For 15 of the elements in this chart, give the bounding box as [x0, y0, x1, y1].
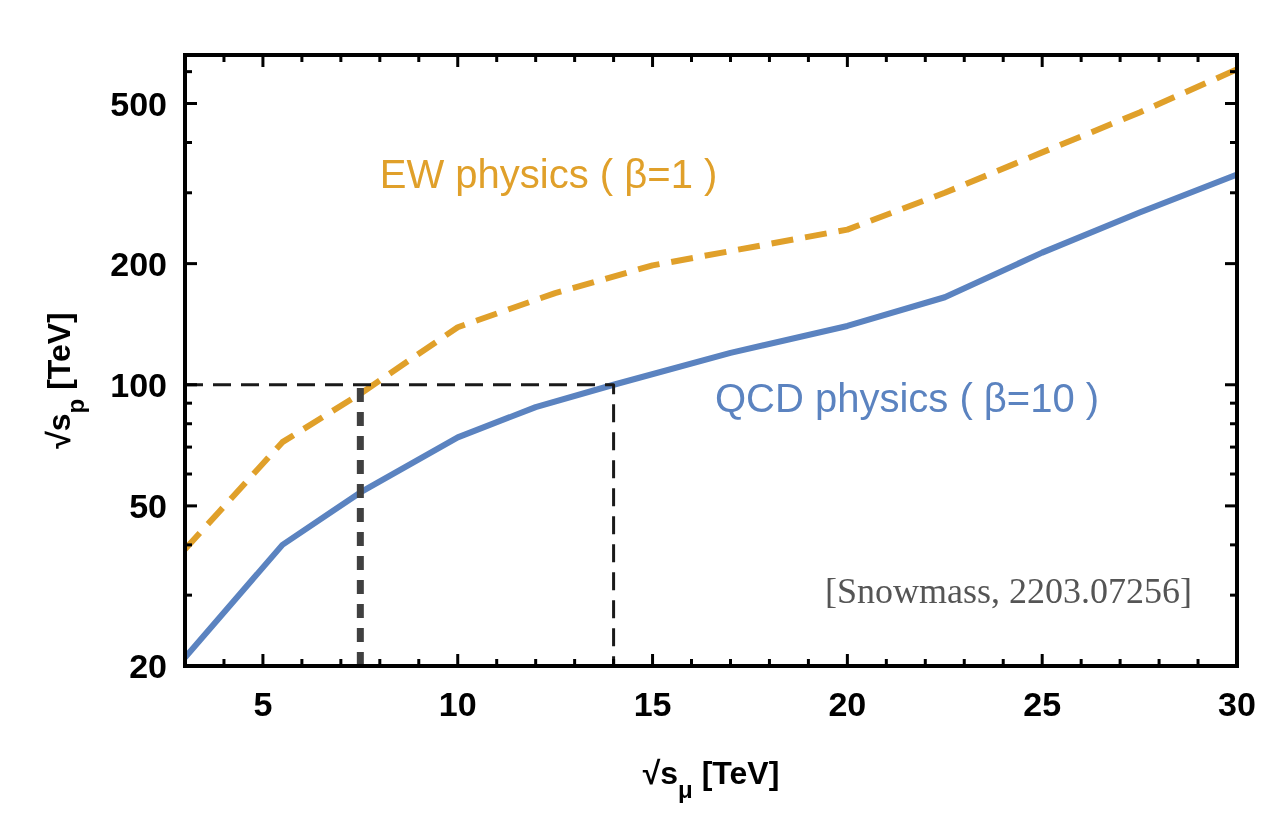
series-label: EW physics ( β=1 ) — [379, 152, 718, 197]
x-tick-label: 20 — [828, 685, 867, 723]
x-axis-title: √s$_{μ}$ [TeV] — [642, 755, 780, 803]
x-tick-label: 15 — [633, 685, 672, 723]
y-tick-label: 50 — [129, 486, 167, 525]
annotation: [Snowmass, 2203.07256] — [825, 571, 1192, 611]
x-tick-label: 25 — [1023, 685, 1062, 723]
x-tick-label: 30 — [1218, 685, 1256, 723]
y-tick-label: 200 — [110, 244, 167, 283]
y-tick-label: 100 — [110, 365, 167, 404]
series-label: QCD physics ( β=10 ) — [714, 375, 1100, 420]
y-tick-label: 20 — [129, 647, 167, 685]
x-tick-label: 5 — [253, 685, 273, 723]
y-tick-label: 500 — [110, 84, 167, 123]
x-tick-label: 10 — [438, 685, 477, 723]
